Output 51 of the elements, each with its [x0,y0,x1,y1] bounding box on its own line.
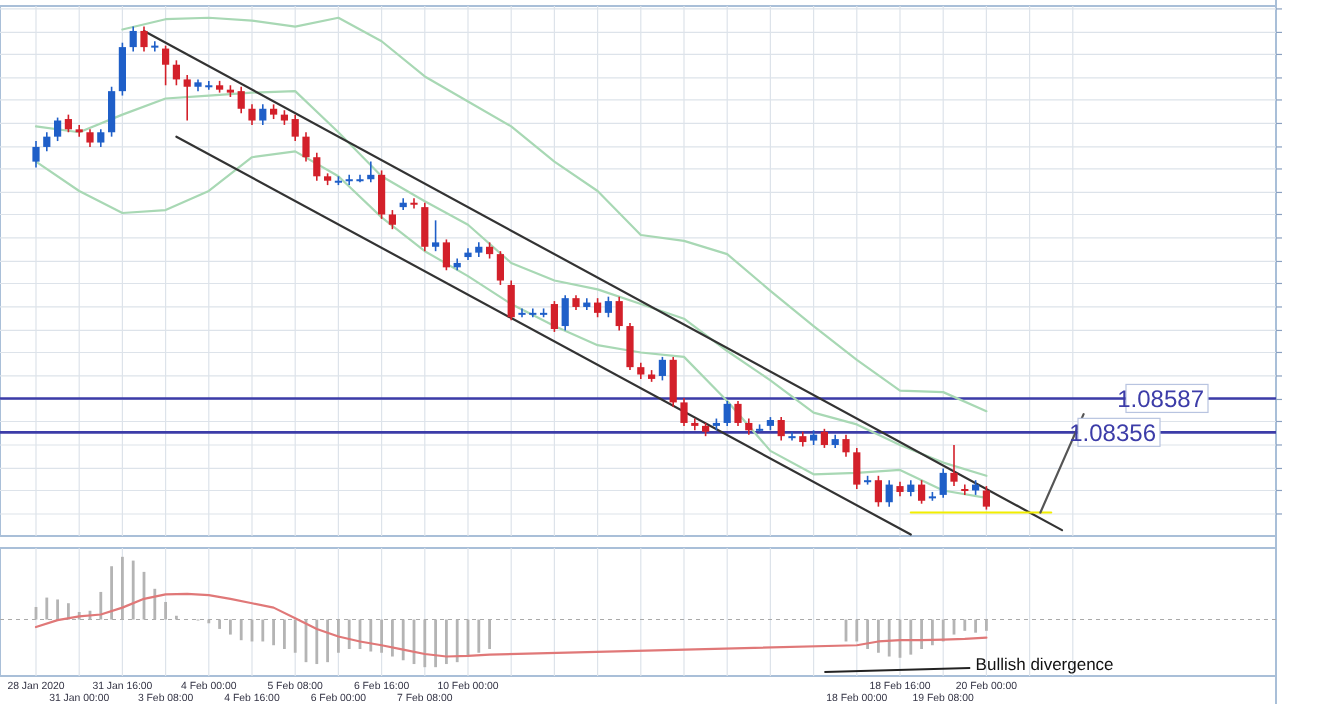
candlestick [874,475,882,508]
candlestick [982,485,990,511]
candlestick [885,479,893,508]
candlestick [788,430,796,442]
candlestick [313,152,321,182]
candlestick [615,295,623,332]
candlestick [842,433,850,458]
candlestick [259,103,267,126]
candlestick [118,41,126,97]
candlestick [151,40,159,53]
candlestick [410,197,418,210]
ref-line-label: 1.08587 [1117,385,1205,414]
candlestick [680,397,688,427]
candlestick [442,238,450,272]
candlestick [853,447,861,490]
candlestick [918,479,926,505]
candlestick [658,356,666,382]
candlestick [496,250,504,286]
candlestick [54,116,62,142]
candlestick [421,201,429,252]
candlestick [626,322,634,371]
candlestick [129,25,137,53]
candlestick [388,209,396,230]
candlestick [172,59,180,87]
candlestick [140,25,148,53]
candlestick [162,44,170,87]
candlestick [248,103,256,126]
candlestick [950,444,958,487]
candlestick [550,300,558,333]
candlestick [820,428,828,449]
candlestick [237,85,245,114]
candlestick [43,131,51,153]
candlestick [594,297,602,319]
candlestick [604,295,612,319]
candlestick [723,400,731,427]
candlestick [291,113,299,142]
candlestick [777,416,785,442]
candlestick [507,279,515,321]
candlestick [432,219,440,252]
candlestick [378,169,386,220]
candlestick [108,85,116,138]
candlestick [32,140,40,169]
candlestick [302,131,310,163]
candlestick [669,356,677,408]
candlestick [734,400,742,427]
annotation: Bullish divergence [975,654,1115,674]
candlestick [961,483,969,496]
candlestick [939,467,947,499]
candlestick [183,74,191,122]
candlestick [561,294,569,332]
candlestick [75,124,83,138]
